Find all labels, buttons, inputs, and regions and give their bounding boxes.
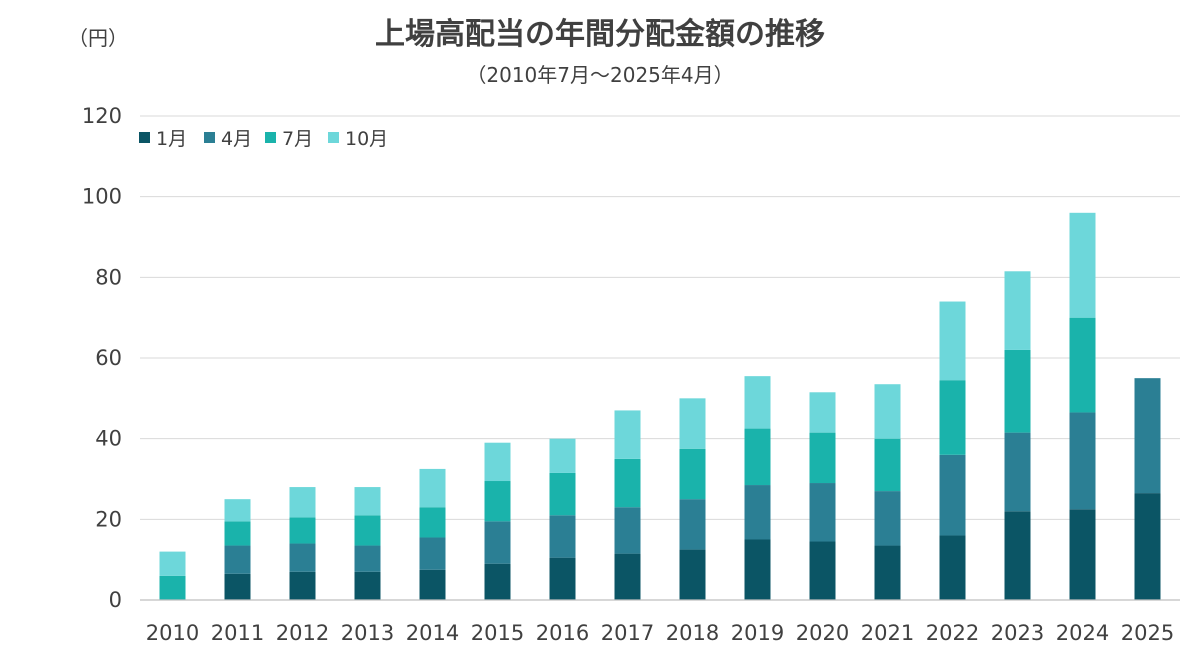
bar-segment	[874, 384, 901, 439]
bar-segment	[679, 398, 706, 449]
bar-segment	[679, 499, 706, 550]
legend-swatch	[204, 132, 215, 143]
bar-segment	[1069, 212, 1096, 318]
bar-segment	[289, 571, 316, 600]
x-tick-label: 2019	[731, 621, 784, 645]
bar-segment	[484, 481, 511, 522]
bar-segment	[549, 438, 576, 473]
bar-segment	[939, 380, 966, 455]
x-tick-label: 2011	[211, 621, 264, 645]
bar-segment	[224, 573, 251, 600]
y-tick-label: 80	[95, 265, 122, 289]
bar-segment	[939, 535, 966, 600]
x-tick-label: 2010	[146, 621, 199, 645]
bar-segment	[1004, 511, 1031, 600]
bar-segment	[1134, 493, 1161, 600]
bar-segment	[744, 428, 771, 486]
bar-segment	[484, 521, 511, 564]
bar-segment	[1134, 378, 1161, 494]
bar-segment	[1069, 509, 1096, 600]
bars	[159, 212, 1161, 600]
bar-segment	[1004, 432, 1031, 512]
chart-title: 上場高配当の年間分配金額の推移	[375, 17, 825, 52]
bar-segment	[614, 458, 641, 508]
legend-label: 10月	[345, 128, 388, 150]
x-tick-label: 2014	[406, 621, 459, 645]
x-tick-label: 2017	[601, 621, 654, 645]
bar-segment	[744, 376, 771, 429]
bar-segment	[744, 485, 771, 540]
x-tick-label: 2015	[471, 621, 524, 645]
x-tick-label: 2023	[991, 621, 1044, 645]
y-tick-label: 40	[95, 427, 122, 451]
y-tick-label: 20	[95, 507, 122, 531]
y-axis-unit-label: （円）	[68, 26, 128, 50]
bar-segment	[614, 553, 641, 600]
bar-segment	[614, 507, 641, 554]
bar-segment	[809, 392, 836, 433]
x-tick-label: 2020	[796, 621, 849, 645]
bar-segment	[874, 491, 901, 546]
bar-segment	[939, 301, 966, 381]
bar-segment	[1069, 317, 1096, 413]
bar-segment	[224, 499, 251, 522]
x-tick-label: 2016	[536, 621, 589, 645]
legend: 1月 4月 7月 10月	[139, 128, 388, 150]
bar-segment	[1004, 271, 1031, 350]
chart-subtitle: （2010年7月～2025年4月）	[466, 63, 733, 87]
legend-label: 4月	[221, 128, 252, 150]
bar-segment	[419, 507, 446, 538]
legend-label: 1月	[156, 128, 187, 150]
bar-segment	[874, 438, 901, 492]
y-tick-label: 60	[95, 346, 122, 370]
bar-segment	[159, 575, 186, 600]
bar-segment	[289, 487, 316, 518]
bar-segment	[484, 442, 511, 482]
x-tick-label: 2018	[666, 621, 719, 645]
bar-segment	[679, 549, 706, 600]
bar-segment	[549, 472, 576, 516]
bar-segment	[159, 551, 186, 576]
x-tick-label: 2025	[1121, 621, 1174, 645]
x-tick-label: 2021	[861, 621, 914, 645]
bar-segment	[614, 410, 641, 459]
bar-segment	[549, 557, 576, 600]
bar-segment	[484, 563, 511, 600]
bar-segment	[224, 545, 251, 574]
bar-segment	[354, 487, 381, 516]
bar-segment	[419, 468, 446, 508]
bar-segment	[419, 569, 446, 600]
bar-segment	[419, 537, 446, 570]
bar-segment	[224, 521, 251, 546]
bar-segment	[354, 545, 381, 572]
legend-label: 7月	[282, 128, 313, 150]
x-tick-label: 2024	[1056, 621, 1109, 645]
y-tick-label: 100	[82, 185, 122, 209]
legend-swatch	[328, 132, 339, 143]
bar-segment	[354, 571, 381, 600]
bar-segment	[809, 483, 836, 542]
bar-segment	[289, 543, 316, 572]
x-tick-label: 2013	[341, 621, 394, 645]
bar-segment	[744, 539, 771, 600]
bar-segment	[874, 545, 901, 600]
bar-segment	[289, 517, 316, 544]
y-tick-label: 120	[82, 104, 122, 128]
bar-segment	[1004, 349, 1031, 433]
bar-segment	[809, 541, 836, 600]
bar-segment	[809, 432, 836, 484]
x-tick-label: 2012	[276, 621, 329, 645]
bar-segment	[549, 515, 576, 558]
x-tick-label: 2022	[926, 621, 979, 645]
bar-segment	[679, 448, 706, 500]
legend-swatch	[139, 132, 150, 143]
axes: 0 20 40 60 80 100 120 2010 2011 2012 2013 2014 2015 2…	[82, 104, 1180, 645]
y-tick-label: 0	[109, 588, 122, 612]
bar-segment	[354, 515, 381, 546]
bar-segment	[939, 454, 966, 536]
bar-segment	[1069, 412, 1096, 510]
legend-swatch	[265, 132, 276, 143]
